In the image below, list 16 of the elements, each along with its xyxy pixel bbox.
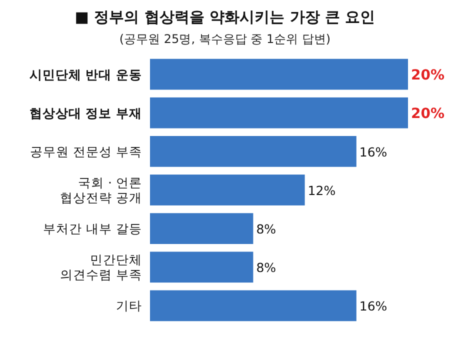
category: 협상상대 정보 부재 (29, 105, 142, 120)
subtitle: (공무원 25명, 복수응답 중 1순위 답변) (119, 32, 331, 46)
value-label: 20% (411, 67, 445, 84)
category: 기타 (116, 298, 142, 314)
value-label: 8% (256, 260, 276, 276)
category: 민간단체 의견수렴 부족 (60, 252, 142, 282)
value-label: 20% (411, 106, 445, 122)
category: 부처간 내부 갈등 (43, 221, 142, 236)
category: 국회 · 언론 협상전략 공개 (60, 175, 142, 205)
value-label: 8% (256, 222, 276, 237)
value-label: 12% (308, 183, 336, 198)
value-label: 16% (359, 144, 388, 160)
value-label: 16% (359, 298, 388, 314)
title: ■ 정부의 협상력을 약화시키는 가장 큰 요인 (74, 8, 376, 26)
category: 공무원 전문성 부족 (30, 144, 142, 159)
category: 시민단체 반대 운동 (29, 66, 142, 82)
